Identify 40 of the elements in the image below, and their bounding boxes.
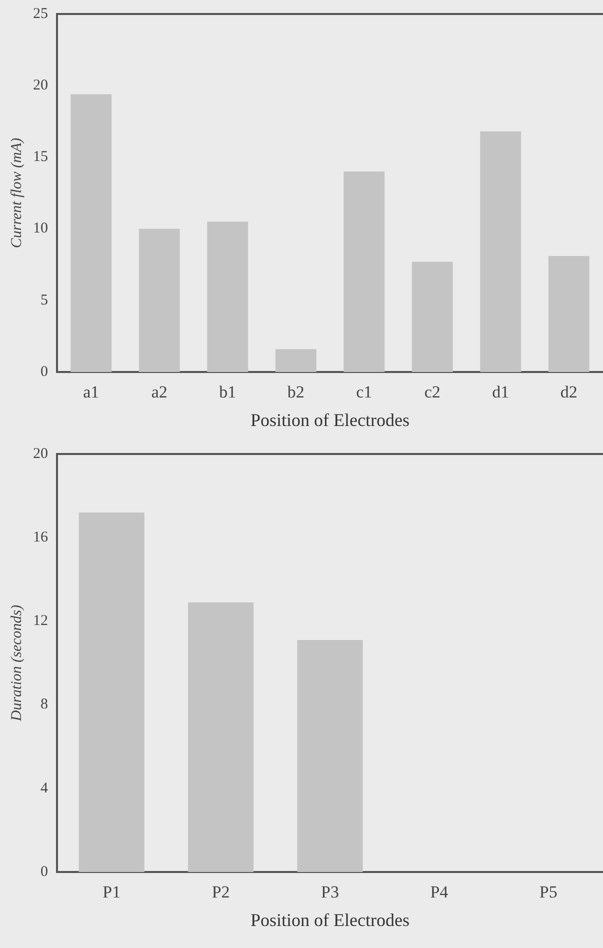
x-tick-label: P4 bbox=[430, 882, 449, 902]
x-tick-label: b2 bbox=[287, 382, 304, 402]
x-tick-label: c1 bbox=[356, 382, 372, 402]
x-tick-label: P3 bbox=[321, 882, 339, 902]
bar bbox=[138, 228, 180, 372]
x-tick-label: P1 bbox=[102, 882, 121, 902]
bar bbox=[412, 262, 453, 372]
y-tick-label: 20 bbox=[33, 446, 48, 462]
y-tick-label: 15 bbox=[33, 149, 48, 166]
x-tick-label: b1 bbox=[219, 382, 236, 402]
y-tick-label: 16 bbox=[33, 530, 48, 546]
bar bbox=[275, 349, 316, 372]
bar bbox=[344, 172, 385, 372]
y-axis-title: Current flow (mA) bbox=[8, 138, 25, 248]
y-tick-label: 12 bbox=[33, 613, 48, 630]
x-axis-title: Position of Electrodes bbox=[250, 410, 410, 430]
x-tick-label: a1 bbox=[83, 382, 100, 402]
y-tick-label: 0 bbox=[40, 364, 48, 380]
y-axis-title: Duration (seconds) bbox=[8, 604, 25, 722]
bar bbox=[297, 640, 363, 872]
y-tick-label: 20 bbox=[33, 78, 48, 94]
bar bbox=[207, 222, 248, 372]
bar bbox=[70, 94, 112, 372]
x-tick-label: a2 bbox=[151, 382, 168, 402]
y-tick-label: 5 bbox=[40, 292, 48, 308]
x-tick-label: c2 bbox=[424, 382, 440, 402]
x-tick-label: P5 bbox=[539, 882, 558, 902]
x-tick-label: P2 bbox=[212, 882, 230, 902]
y-tick-label: 8 bbox=[40, 696, 48, 713]
y-tick-label: 10 bbox=[33, 220, 48, 237]
bar bbox=[78, 512, 144, 872]
bar bbox=[480, 131, 522, 372]
bar bbox=[188, 602, 254, 872]
x-axis-title: Position of Electrodes bbox=[250, 910, 410, 930]
x-tick-label: d2 bbox=[560, 382, 578, 402]
bar bbox=[548, 256, 590, 372]
y-tick-label: 4 bbox=[40, 780, 48, 796]
x-tick-label: d1 bbox=[492, 382, 510, 402]
y-tick-label: 0 bbox=[40, 864, 48, 880]
y-tick-label: 25 bbox=[33, 6, 48, 22]
